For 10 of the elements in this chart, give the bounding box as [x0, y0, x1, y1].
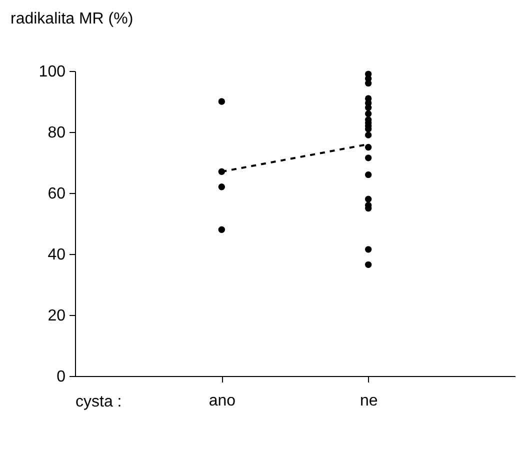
y-tick-label: 40 — [48, 246, 66, 264]
y-tick-label: 0 — [56, 368, 66, 386]
x-axis-title: cysta : — [76, 394, 122, 410]
y-tick-label: 100 — [38, 64, 66, 80]
y-tick-label: 20 — [48, 308, 66, 324]
x-tick-label: ano — [208, 392, 236, 410]
x-tick-label: ne — [360, 392, 378, 410]
y-tick-label: 80 — [48, 124, 66, 142]
y-axis-title: radikalita MR (%) — [10, 10, 134, 28]
y-tick-label: 60 — [48, 186, 66, 202]
